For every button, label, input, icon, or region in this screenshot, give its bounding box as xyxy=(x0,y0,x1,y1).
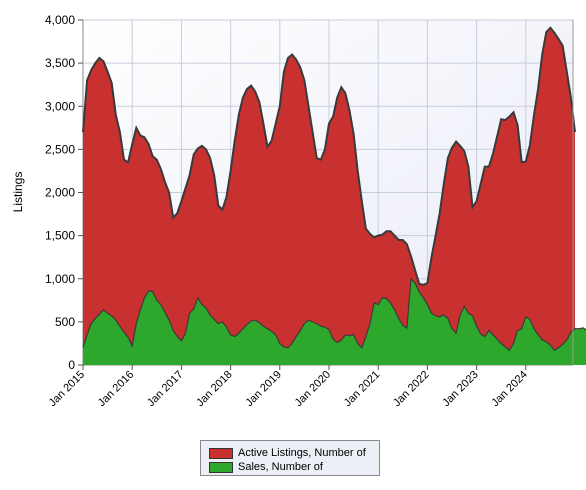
area-layer xyxy=(82,26,586,365)
area-sales xyxy=(83,278,586,365)
y-tick-label: 4,000 xyxy=(45,13,75,27)
x-tick-label: Jan 2021 xyxy=(342,369,382,409)
y-axis-label: Listings xyxy=(11,172,25,213)
x-tick-label: Jan 2017 xyxy=(145,369,185,409)
x-tick-label: Jan 2024 xyxy=(489,369,529,409)
y-tick-label: 1,000 xyxy=(45,272,75,286)
x-tick-label: Jan 2020 xyxy=(293,369,333,409)
legend-label-sales: Sales, Number of xyxy=(238,461,323,473)
y-tick-label: 3,500 xyxy=(45,56,75,70)
x-tick-label: Jan 2015 xyxy=(47,369,87,409)
y-tick-label: 3,000 xyxy=(45,99,75,113)
area-active-listings xyxy=(83,27,575,365)
legend-item-active-listings: Active Listings, Number of xyxy=(209,446,366,460)
legend-swatch-active-listings xyxy=(209,447,233,459)
legend-item-sales: Sales, Number of xyxy=(209,460,323,474)
y-tick-label: 1,500 xyxy=(45,229,75,243)
x-tick-label: Jan 2018 xyxy=(194,369,234,409)
y-tick-label: 500 xyxy=(55,315,75,329)
y-tick-label: 0 xyxy=(68,358,75,372)
legend-label-active-listings: Active Listings, Number of xyxy=(238,447,366,459)
x-tick-label: Jan 2022 xyxy=(391,369,431,409)
y-tick-label: 2,000 xyxy=(45,186,75,200)
x-tick-label: Jan 2019 xyxy=(243,369,283,409)
legend: Active Listings, Number of Sales, Number… xyxy=(200,440,380,476)
legend-swatch-sales xyxy=(209,461,233,473)
y-tick-label: 2,500 xyxy=(45,142,75,156)
x-tick-label: Jan 2016 xyxy=(96,369,136,409)
x-tick-label: Jan 2023 xyxy=(440,369,480,409)
line-sales xyxy=(82,277,586,352)
line-active-listings xyxy=(82,26,576,286)
